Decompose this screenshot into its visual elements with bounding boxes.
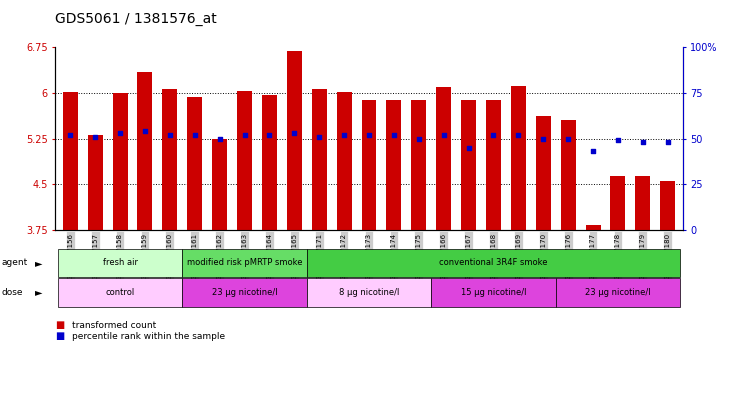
Point [238,132,250,138]
Bar [137,72,153,230]
Text: ►: ► [35,258,43,268]
Bar [461,100,476,230]
Point [189,132,201,138]
Text: conventional 3R4F smoke: conventional 3R4F smoke [439,259,548,267]
Bar [213,138,227,230]
Point [263,132,275,138]
Bar [436,87,451,230]
Point [114,130,126,136]
Text: ■: ■ [55,331,65,341]
Point [289,130,300,136]
Point [612,137,624,143]
Bar [661,181,675,230]
Bar [411,100,427,230]
Point [89,134,101,140]
Bar [311,89,327,230]
Text: 8 µg nicotine/l: 8 µg nicotine/l [339,288,399,297]
Bar [362,100,376,230]
Point [413,135,424,141]
Bar [88,136,103,230]
Point [388,132,400,138]
Bar [287,51,302,230]
Point [64,132,76,138]
Text: ■: ■ [55,320,65,330]
Text: ►: ► [35,287,43,298]
Bar [63,92,77,230]
Point [214,135,226,141]
Point [562,135,574,141]
Bar [561,120,576,230]
Text: transformed count: transformed count [72,321,156,329]
Text: dose: dose [1,288,23,297]
Bar [187,97,202,230]
Bar [610,176,625,230]
Text: agent: agent [1,259,28,267]
Bar [486,100,501,230]
Bar [337,92,351,230]
Text: fresh air: fresh air [103,259,137,267]
Point [363,132,375,138]
Point [139,128,151,134]
Point [488,132,500,138]
Bar [113,93,128,230]
Bar [262,95,277,230]
Point [338,132,350,138]
Bar [536,116,551,230]
Bar [387,99,401,230]
Bar [585,225,601,230]
Text: 23 µg nicotine/l: 23 µg nicotine/l [212,288,277,297]
Point [314,134,325,140]
Point [662,139,674,145]
Text: GDS5061 / 1381576_at: GDS5061 / 1381576_at [55,12,217,26]
Bar [237,91,252,230]
Text: 23 µg nicotine/l: 23 µg nicotine/l [585,288,651,297]
Text: 15 µg nicotine/l: 15 µg nicotine/l [461,288,526,297]
Point [164,132,176,138]
Point [512,132,524,138]
Point [587,148,599,154]
Point [463,145,475,151]
Text: percentile rank within the sample: percentile rank within the sample [72,332,225,340]
Bar [511,86,525,230]
Text: control: control [106,288,135,297]
Point [537,135,549,141]
Text: modified risk pMRTP smoke: modified risk pMRTP smoke [187,259,303,267]
Bar [635,176,650,230]
Point [637,139,649,145]
Bar [162,88,177,230]
Point [438,132,449,138]
